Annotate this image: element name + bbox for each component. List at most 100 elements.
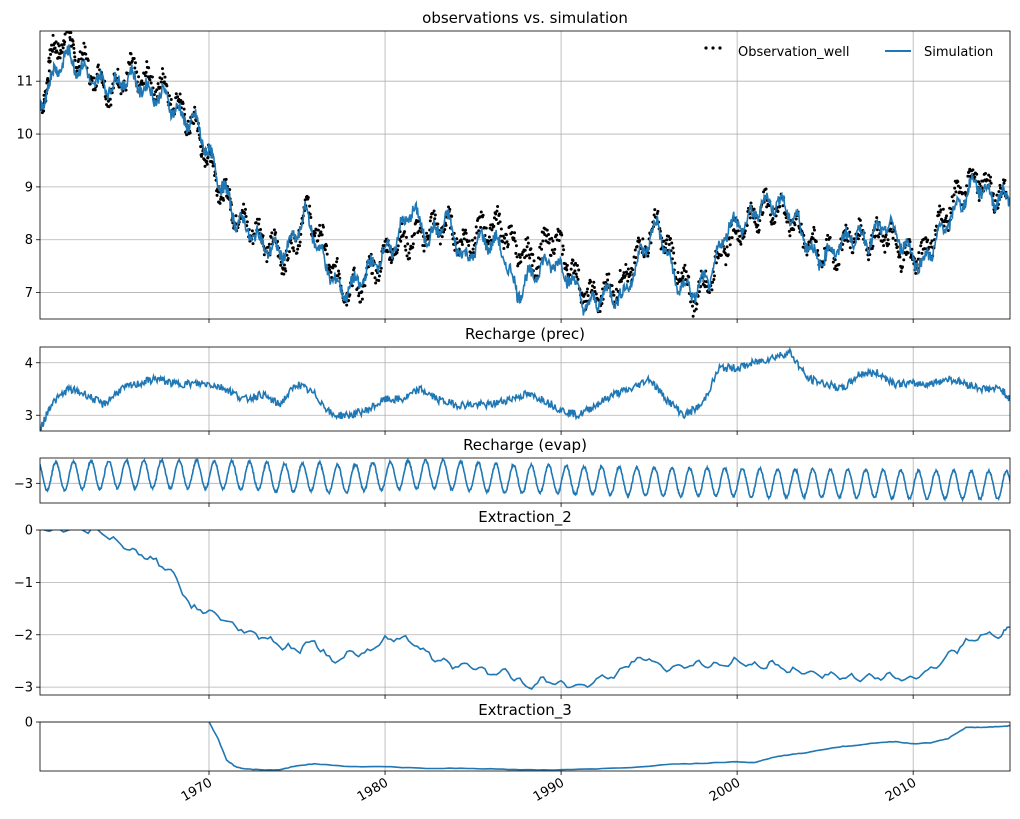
observation-point bbox=[335, 256, 339, 260]
observation-point bbox=[373, 276, 377, 280]
observation-point bbox=[479, 210, 483, 214]
series-line-extraction-3 bbox=[208, 722, 1010, 771]
y-tick-label: 4 bbox=[25, 356, 33, 371]
observation-point bbox=[379, 266, 383, 270]
observation-point bbox=[594, 292, 598, 296]
observation-point bbox=[514, 251, 518, 255]
observation-point bbox=[51, 33, 55, 37]
observation-point bbox=[881, 234, 885, 238]
observation-point bbox=[137, 75, 141, 79]
observation-point bbox=[902, 258, 906, 262]
observation-point bbox=[284, 269, 288, 273]
observation-point bbox=[526, 236, 530, 240]
observation-point bbox=[753, 220, 757, 224]
observation-point bbox=[752, 207, 756, 211]
observation-point bbox=[811, 232, 815, 236]
observation-point bbox=[682, 266, 686, 270]
observation-point bbox=[71, 39, 75, 43]
observation-point bbox=[388, 256, 392, 260]
observation-point bbox=[286, 257, 290, 261]
y-tick-label: −2 bbox=[14, 628, 33, 643]
observation-point bbox=[497, 212, 501, 216]
observation-point bbox=[386, 250, 390, 254]
observation-point bbox=[169, 98, 173, 102]
observation-point bbox=[954, 190, 958, 194]
observation-point bbox=[897, 253, 901, 257]
observation-point bbox=[518, 255, 522, 259]
observation-point bbox=[411, 245, 415, 249]
observation-point bbox=[906, 251, 910, 255]
x-tick-label: 1990 bbox=[531, 775, 567, 805]
observation-point bbox=[561, 244, 565, 248]
observation-point bbox=[513, 239, 517, 243]
observation-point bbox=[538, 245, 542, 249]
observation-point bbox=[991, 192, 995, 196]
observation-point bbox=[585, 287, 589, 291]
observation-point bbox=[622, 271, 626, 275]
observation-point bbox=[243, 212, 247, 216]
observation-point bbox=[989, 181, 993, 185]
observation-point bbox=[867, 258, 871, 262]
observation-point bbox=[473, 236, 477, 240]
observation-point bbox=[399, 239, 403, 243]
observation-point bbox=[506, 245, 510, 249]
observation-point bbox=[317, 234, 321, 238]
observation-point bbox=[776, 209, 780, 213]
observation-point bbox=[96, 63, 100, 67]
observation-point bbox=[565, 268, 569, 272]
observation-point bbox=[222, 198, 226, 202]
observation-point bbox=[930, 239, 934, 243]
observation-point bbox=[64, 27, 67, 30]
observation-point bbox=[672, 251, 676, 255]
observation-point bbox=[517, 253, 521, 257]
observation-point bbox=[890, 230, 894, 234]
observation-point bbox=[470, 238, 474, 242]
observation-point bbox=[55, 50, 59, 54]
observation-point bbox=[152, 93, 156, 97]
observation-point bbox=[716, 256, 720, 260]
observation-point bbox=[529, 247, 533, 251]
observation-point bbox=[165, 84, 169, 88]
observation-point bbox=[396, 248, 400, 252]
observation-point bbox=[205, 159, 209, 163]
observation-point bbox=[907, 237, 911, 241]
observation-point bbox=[63, 32, 67, 36]
observation-point bbox=[520, 253, 524, 257]
observation-point bbox=[919, 241, 923, 245]
y-tick-label: 0 bbox=[25, 716, 33, 731]
observation-point bbox=[282, 263, 286, 267]
observation-point bbox=[86, 58, 90, 62]
observation-point bbox=[680, 271, 684, 275]
observation-point bbox=[626, 267, 630, 271]
plot-area bbox=[208, 722, 1010, 771]
observation-point bbox=[265, 260, 269, 264]
observation-point bbox=[218, 201, 222, 205]
series-line-recharge-prec bbox=[40, 347, 1010, 431]
observation-point bbox=[109, 103, 113, 107]
observation-point bbox=[532, 259, 536, 263]
observation-point bbox=[547, 232, 551, 236]
observation-point bbox=[502, 247, 506, 251]
observation-point bbox=[576, 277, 580, 281]
observation-point bbox=[513, 231, 517, 235]
observation-point bbox=[464, 228, 468, 232]
observation-point bbox=[487, 239, 491, 243]
observation-point bbox=[404, 235, 408, 239]
y-tick-label: −3 bbox=[14, 681, 33, 696]
observation-point bbox=[977, 180, 981, 184]
observation-point bbox=[927, 245, 931, 249]
observation-point bbox=[937, 213, 941, 217]
observation-point bbox=[598, 310, 602, 314]
y-tick-label: −1 bbox=[14, 576, 33, 591]
observation-point bbox=[988, 179, 992, 183]
observation-point bbox=[148, 78, 152, 82]
observation-point bbox=[870, 247, 874, 251]
observation-point bbox=[812, 225, 816, 229]
observation-point bbox=[691, 314, 695, 318]
observation-point bbox=[352, 266, 356, 270]
observation-point bbox=[73, 58, 77, 62]
observation-point bbox=[920, 251, 924, 255]
panel-title-recharge-prec: Recharge (prec) bbox=[465, 325, 585, 343]
observation-point bbox=[898, 255, 902, 259]
observation-point bbox=[65, 31, 69, 34]
